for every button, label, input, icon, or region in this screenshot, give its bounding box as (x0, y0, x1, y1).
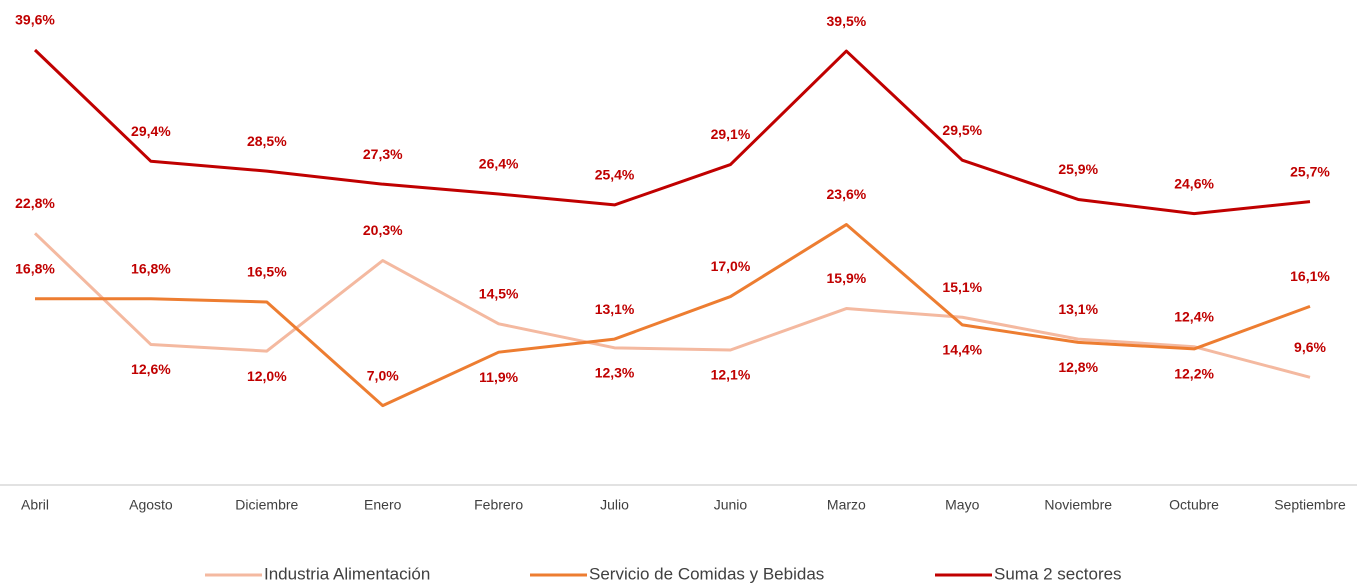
data-label: 12,4% (1174, 308, 1214, 324)
data-label: 25,4% (595, 167, 635, 183)
x-tick-label: Marzo (827, 497, 866, 513)
data-label: 7,0% (367, 367, 399, 383)
data-label: 39,6% (15, 12, 55, 28)
data-label: 29,5% (942, 122, 982, 138)
data-label: 16,8% (15, 260, 55, 276)
x-tick-label: Agosto (129, 497, 173, 513)
data-label: 12,2% (1174, 366, 1214, 382)
data-label: 16,1% (1290, 268, 1330, 284)
legend-label: Servicio de Comidas y Bebidas (589, 564, 824, 583)
data-label: 14,5% (479, 286, 519, 302)
data-label: 24,6% (1174, 175, 1214, 191)
legend-label: Suma 2 sectores (994, 564, 1122, 583)
data-label: 12,1% (711, 367, 751, 383)
x-tick-label: Febrero (474, 497, 523, 513)
data-label: 15,1% (942, 279, 982, 295)
series-line (33, 232, 1311, 379)
data-label: 15,9% (827, 270, 867, 286)
data-label: 11,9% (479, 369, 518, 385)
data-label: 22,8% (15, 195, 55, 211)
x-tick-label: Enero (364, 497, 402, 513)
data-label: 39,5% (827, 13, 867, 29)
x-tick-label: Mayo (945, 497, 979, 513)
data-label: 12,6% (131, 361, 171, 377)
x-tick-label: Septiembre (1274, 497, 1346, 513)
data-label: 23,6% (827, 186, 867, 202)
x-tick-label: Julio (600, 497, 629, 513)
data-label: 25,9% (1058, 161, 1098, 177)
data-label: 25,7% (1290, 163, 1330, 179)
data-label: 14,4% (942, 342, 982, 358)
data-label: 9,6% (1294, 339, 1326, 355)
series-line (35, 223, 1311, 408)
data-label: 13,1% (1058, 301, 1098, 317)
x-tick-label: Octubre (1169, 497, 1219, 513)
data-label: 12,0% (247, 368, 287, 384)
x-tick-label: Junio (714, 497, 748, 513)
data-label: 12,8% (1058, 359, 1098, 375)
data-label: 16,8% (131, 260, 171, 276)
data-label: 13,1% (595, 301, 635, 317)
series-line (33, 48, 1311, 216)
legend-label: Industria Alimentación (264, 564, 430, 583)
data-label: 27,3% (363, 146, 403, 162)
data-label: 16,5% (247, 264, 287, 280)
data-label: 29,4% (131, 123, 171, 139)
data-label: 20,3% (363, 222, 403, 238)
data-label: 26,4% (479, 156, 519, 172)
data-label: 12,3% (595, 365, 635, 381)
data-label: 28,5% (247, 133, 287, 149)
x-tick-label: Diciembre (235, 497, 298, 513)
data-label: 17,0% (711, 258, 751, 274)
x-tick-label: Abril (21, 497, 49, 513)
data-label: 29,1% (711, 126, 751, 142)
x-tick-label: Noviembre (1044, 497, 1112, 513)
